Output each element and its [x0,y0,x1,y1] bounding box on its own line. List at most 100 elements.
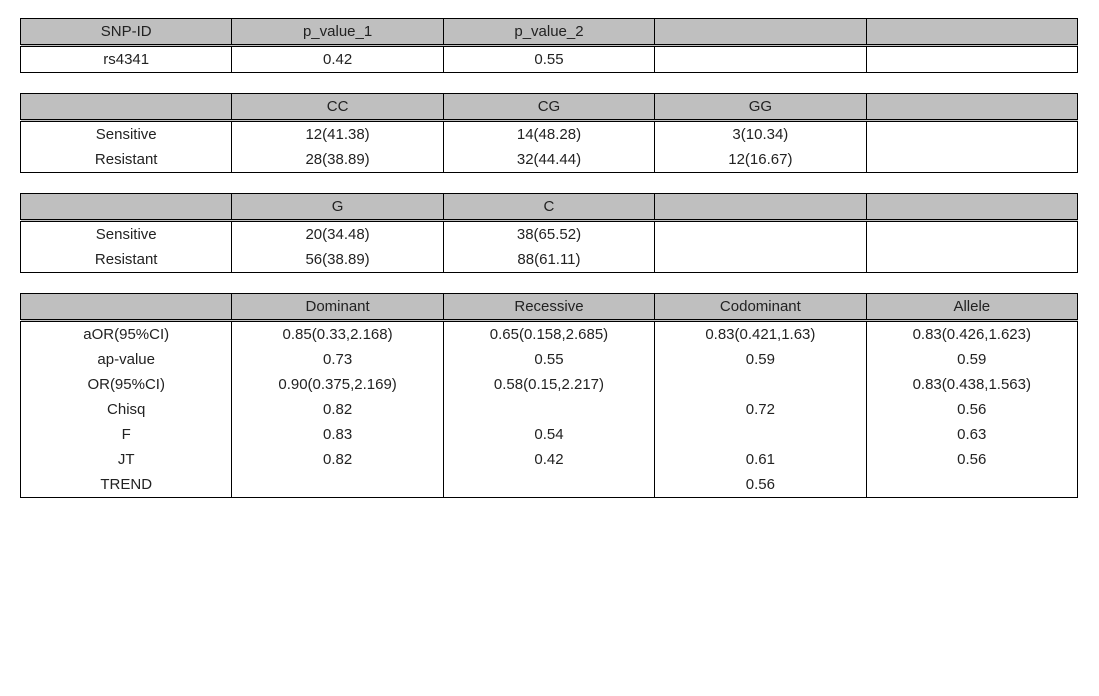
cell: ap-value [21,347,232,372]
cell: rs4341 [21,46,232,73]
genotype-count-table: CC CG GG Sensitive 12(41.38) 14(48.28) 3… [20,93,1078,173]
col-header: GG [655,94,866,121]
cell: 38(65.52) [443,221,654,248]
cell: OR(95%CI) [21,372,232,397]
table-row: TREND 0.56 [21,472,1078,498]
cell: JT [21,447,232,472]
col-header [655,194,866,221]
table-row: Sensitive 12(41.38) 14(48.28) 3(10.34) [21,121,1078,148]
cell [866,121,1077,148]
col-header: C [443,194,654,221]
cell: 0.63 [866,422,1077,447]
cell: 0.83(0.421,1.63) [655,321,866,348]
cell [443,472,654,498]
cell: 0.90(0.375,2.169) [232,372,443,397]
allele-count-table: G C Sensitive 20(34.48) 38(65.52) Resist… [20,193,1078,273]
cell: 28(38.89) [232,147,443,173]
col-header: Allele [866,294,1077,321]
cell: 14(48.28) [443,121,654,148]
cell: Sensitive [21,221,232,248]
cell [866,472,1077,498]
table-header-row: Dominant Recessive Codominant Allele [21,294,1078,321]
col-header [21,294,232,321]
col-header: SNP-ID [21,19,232,46]
col-header: p_value_2 [443,19,654,46]
cell: 0.55 [443,347,654,372]
col-header [866,94,1077,121]
col-header: G [232,194,443,221]
table-row: Resistant 28(38.89) 32(44.44) 12(16.67) [21,147,1078,173]
cell [232,472,443,498]
cell: 0.56 [866,397,1077,422]
cell: 0.59 [655,347,866,372]
cell: Chisq [21,397,232,422]
cell: 88(61.11) [443,247,654,273]
table-row: ap-value 0.73 0.55 0.59 0.59 [21,347,1078,372]
snp-summary-table: SNP-ID p_value_1 p_value_2 rs4341 0.42 0… [20,18,1078,73]
col-header: Codominant [655,294,866,321]
cell: 0.58(0.15,2.217) [443,372,654,397]
cell: 0.73 [232,347,443,372]
cell: 32(44.44) [443,147,654,173]
col-header [655,19,866,46]
col-header [866,19,1077,46]
cell [866,147,1077,173]
table-row: rs4341 0.42 0.55 [21,46,1078,73]
cell: 12(16.67) [655,147,866,173]
cell: 0.56 [655,472,866,498]
cell: 0.83 [232,422,443,447]
table-row: F 0.83 0.54 0.63 [21,422,1078,447]
cell: aOR(95%CI) [21,321,232,348]
cell: 0.83(0.438,1.563) [866,372,1077,397]
cell: 12(41.38) [232,121,443,148]
cell: Resistant [21,247,232,273]
table-row: Sensitive 20(34.48) 38(65.52) [21,221,1078,248]
cell: 0.56 [866,447,1077,472]
cell: 0.85(0.33,2.168) [232,321,443,348]
cell [866,247,1077,273]
col-header: CC [232,94,443,121]
col-header: p_value_1 [232,19,443,46]
table-row: JT 0.82 0.42 0.61 0.56 [21,447,1078,472]
cell [655,422,866,447]
cell: Sensitive [21,121,232,148]
col-header: Recessive [443,294,654,321]
cell [866,46,1077,73]
col-header [866,194,1077,221]
cell: 3(10.34) [655,121,866,148]
cell: 0.72 [655,397,866,422]
col-header: CG [443,94,654,121]
col-header: Dominant [232,294,443,321]
cell: 56(38.89) [232,247,443,273]
cell [655,247,866,273]
col-header [21,194,232,221]
cell: 0.82 [232,397,443,422]
table-row: Resistant 56(38.89) 88(61.11) [21,247,1078,273]
cell: 0.54 [443,422,654,447]
table-header-row: SNP-ID p_value_1 p_value_2 [21,19,1078,46]
cell: 0.42 [443,447,654,472]
table-row: Chisq 0.82 0.72 0.56 [21,397,1078,422]
cell: 0.82 [232,447,443,472]
table-row: OR(95%CI) 0.90(0.375,2.169) 0.58(0.15,2.… [21,372,1078,397]
cell [655,221,866,248]
cell: 0.65(0.158,2.685) [443,321,654,348]
cell [655,46,866,73]
cell [443,397,654,422]
cell [655,372,866,397]
table-header-row: CC CG GG [21,94,1078,121]
table-row: aOR(95%CI) 0.85(0.33,2.168) 0.65(0.158,2… [21,321,1078,348]
cell: 0.42 [232,46,443,73]
cell: Resistant [21,147,232,173]
table-header-row: G C [21,194,1078,221]
cell: 0.55 [443,46,654,73]
cell: F [21,422,232,447]
col-header [21,94,232,121]
cell: 0.59 [866,347,1077,372]
statistics-table: Dominant Recessive Codominant Allele aOR… [20,293,1078,498]
cell: TREND [21,472,232,498]
cell [866,221,1077,248]
cell: 0.61 [655,447,866,472]
cell: 0.83(0.426,1.623) [866,321,1077,348]
cell: 20(34.48) [232,221,443,248]
